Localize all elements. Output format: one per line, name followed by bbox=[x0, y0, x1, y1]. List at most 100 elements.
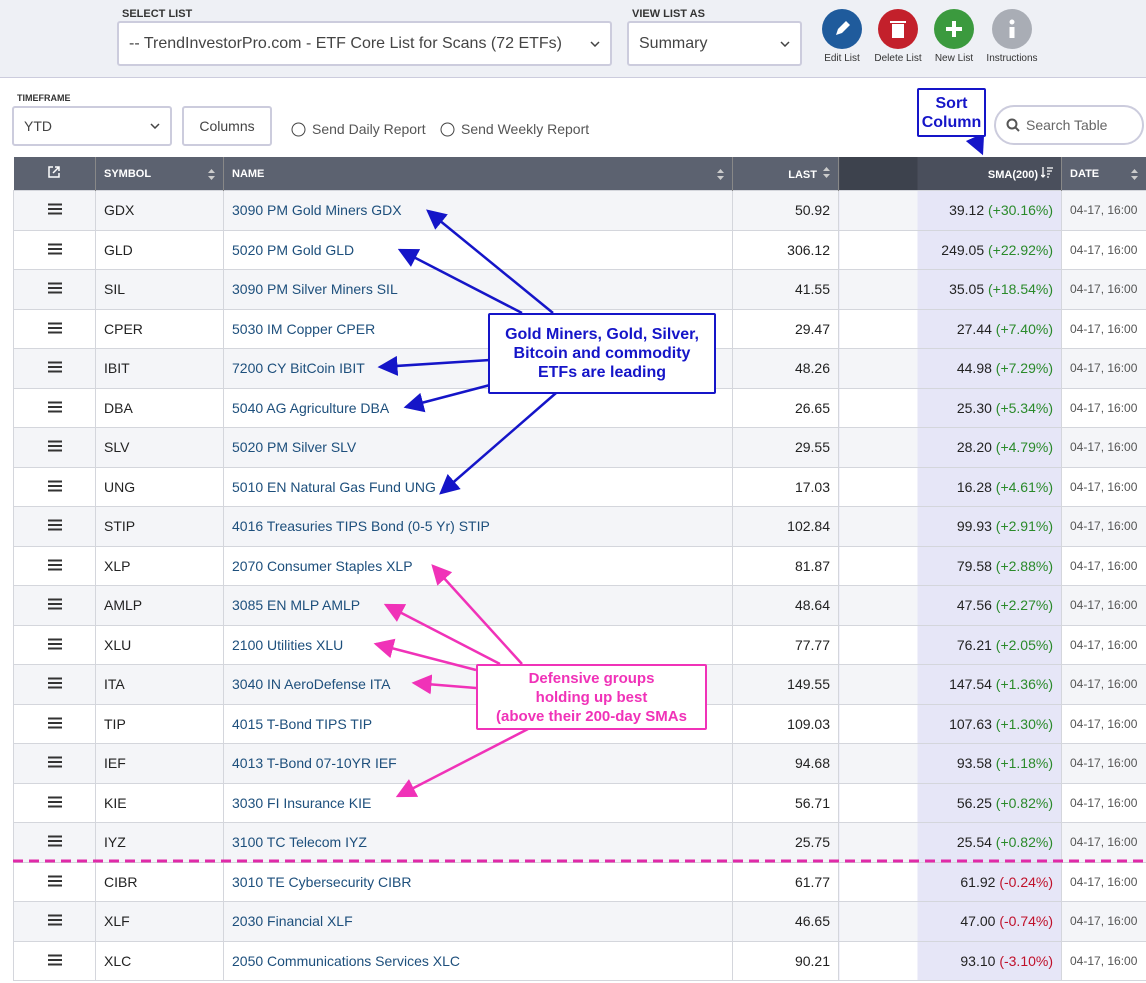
name-link[interactable]: 3100 TC Telecom IYZ bbox=[232, 834, 367, 851]
sma-value: 16.28 bbox=[956, 478, 992, 495]
date: 04-17, 16:00 bbox=[1061, 427, 1146, 468]
edit-list-button[interactable]: Edit List bbox=[817, 9, 867, 64]
row-menu[interactable] bbox=[13, 822, 96, 863]
sma-value: 47.00 bbox=[960, 913, 996, 930]
date: 04-17, 16:00 bbox=[1061, 190, 1146, 231]
name-link[interactable]: 5020 PM Gold GLD bbox=[232, 241, 355, 258]
row-menu[interactable] bbox=[13, 308, 96, 349]
timeframe-value: YTD bbox=[24, 118, 52, 134]
name-link[interactable]: 3090 PM Silver Miners SIL bbox=[232, 281, 398, 298]
row-menu[interactable] bbox=[13, 703, 96, 744]
date: 04-17, 16:00 bbox=[1061, 506, 1146, 547]
weekly-report-radio[interactable]: Send Weekly Report bbox=[440, 121, 589, 137]
row-menu[interactable] bbox=[13, 387, 96, 428]
name-link[interactable]: 2070 Consumer Staples XLP bbox=[232, 557, 413, 574]
button-label: Delete List bbox=[874, 53, 922, 64]
view-select[interactable]: Summary bbox=[627, 21, 802, 66]
column-header[interactable]: SYMBOL bbox=[95, 157, 224, 191]
column-header[interactable]: LAST bbox=[732, 157, 839, 191]
name-link[interactable]: 3090 PM Gold Miners GDX bbox=[232, 202, 402, 219]
sma-value: 25.54 bbox=[956, 834, 992, 851]
sma-pct: (+18.54%) bbox=[988, 281, 1053, 298]
column-header[interactable]: NAME bbox=[223, 157, 733, 191]
row-menu[interactable] bbox=[13, 348, 96, 389]
name-link[interactable]: 2030 Financial XLF bbox=[232, 913, 353, 930]
date: 04-17, 16:00 bbox=[1061, 308, 1146, 349]
name-link[interactable]: 3040 IN AeroDefense ITA bbox=[232, 676, 391, 693]
sma-cell: 99.93 (+2.91%) bbox=[838, 506, 1062, 547]
row-menu[interactable] bbox=[13, 782, 96, 823]
name-link[interactable]: 5030 IM Copper CPER bbox=[232, 320, 376, 337]
row-menu[interactable] bbox=[13, 664, 96, 705]
sma-pct: (+2.27%) bbox=[995, 597, 1053, 614]
sma-pct: (+30.16%) bbox=[988, 202, 1053, 219]
name-link[interactable]: 4016 Treasuries TIPS Bond (0-5 Yr) STIP bbox=[232, 518, 490, 535]
name-link[interactable]: 3010 TE Cybersecurity CIBR bbox=[232, 873, 412, 890]
name-cell: 3085 EN MLP AMLP bbox=[223, 585, 733, 626]
data-table: SYMBOL NAME LAST SMA(200) DATE GDX 3090 PM Go… bbox=[13, 157, 1146, 981]
name-link[interactable]: 5020 PM Silver SLV bbox=[232, 439, 357, 456]
name-cell: 3090 PM Silver Miners SIL bbox=[223, 269, 733, 310]
symbol: XLC bbox=[95, 940, 224, 981]
new-list-button[interactable]: New List bbox=[929, 9, 979, 64]
row-menu[interactable] bbox=[13, 506, 96, 547]
name-link[interactable]: 4015 T-Bond TIPS TIP bbox=[232, 715, 373, 732]
search-box[interactable]: Search Table bbox=[994, 105, 1144, 145]
last: 29.47 bbox=[732, 308, 839, 349]
symbol: IBIT bbox=[95, 348, 224, 389]
row-menu[interactable] bbox=[13, 466, 96, 507]
date: 04-17, 16:00 bbox=[1061, 624, 1146, 665]
last: 77.77 bbox=[732, 624, 839, 665]
button-label: Instructions bbox=[986, 53, 1038, 64]
last: 306.12 bbox=[732, 229, 839, 270]
column-header[interactable]: DATE bbox=[1061, 157, 1146, 191]
row-menu[interactable] bbox=[13, 427, 96, 468]
name-cell: 3010 TE Cybersecurity CIBR bbox=[223, 861, 733, 902]
search-placeholder: Search Table bbox=[1026, 117, 1108, 133]
row-menu[interactable] bbox=[13, 861, 96, 902]
date: 04-17, 16:00 bbox=[1061, 822, 1146, 863]
name-link[interactable]: 2050 Communications Services XLC bbox=[232, 952, 460, 969]
row-menu[interactable] bbox=[13, 190, 96, 231]
row-menu[interactable] bbox=[13, 743, 96, 784]
instructions-button[interactable]: Instructions bbox=[982, 9, 1042, 64]
select-list[interactable]: -- TrendInvestorPro.com - ETF Core List … bbox=[117, 21, 612, 66]
table-row: SLV 5020 PM Silver SLV 29.55 28.20 (+4.79%)… bbox=[13, 427, 1146, 468]
sma-cell: 249.05 (+22.92%) bbox=[838, 229, 1062, 270]
row-menu[interactable] bbox=[13, 229, 96, 270]
popout-header[interactable] bbox=[13, 157, 96, 191]
daily-report-label: Send Daily Report bbox=[312, 121, 426, 137]
columns-button[interactable]: Columns bbox=[182, 106, 272, 146]
name-link[interactable]: 7200 CY BitCoin IBIT bbox=[232, 360, 365, 377]
name-link[interactable]: 4013 T-Bond 07-10YR IEF bbox=[232, 755, 397, 772]
column-header-label: SYMBOL bbox=[104, 167, 152, 180]
timeframe-select[interactable]: YTD bbox=[12, 106, 172, 146]
row-menu[interactable] bbox=[13, 940, 96, 981]
select-list-value: -- TrendInvestorPro.com - ETF Core List … bbox=[129, 34, 562, 52]
sma-value: 35.05 bbox=[949, 281, 985, 298]
row-menu[interactable] bbox=[13, 901, 96, 942]
column-header[interactable]: SMA(200) bbox=[838, 157, 1062, 191]
name-link[interactable]: 3030 FI Insurance KIE bbox=[232, 794, 372, 811]
name-link[interactable]: 2100 Utilities XLU bbox=[232, 636, 344, 653]
sma-value: 93.10 bbox=[960, 952, 996, 969]
name-link[interactable]: 5010 EN Natural Gas Fund UNG bbox=[232, 478, 436, 495]
row-menu[interactable] bbox=[13, 585, 96, 626]
delete-list-button[interactable]: Delete List bbox=[870, 9, 926, 64]
symbol: GDX bbox=[95, 190, 224, 231]
sma-cell: 27.44 (+7.40%) bbox=[838, 308, 1062, 349]
sma-pct: (+4.79%) bbox=[995, 439, 1053, 456]
sma-pct: (+1.18%) bbox=[995, 755, 1053, 772]
column-header-label: LAST bbox=[788, 169, 817, 181]
note-line: Column bbox=[921, 113, 982, 131]
name-link[interactable]: 5040 AG Agriculture DBA bbox=[232, 399, 390, 416]
symbol: UNG bbox=[95, 466, 224, 507]
last: 149.55 bbox=[732, 664, 839, 705]
row-menu[interactable] bbox=[13, 624, 96, 665]
table-row: CIBR 3010 TE Cybersecurity CIBR 61.77 61.92… bbox=[13, 861, 1146, 902]
row-menu[interactable] bbox=[13, 269, 96, 310]
daily-report-radio[interactable]: Send Daily Report bbox=[291, 121, 426, 137]
note-line: holding up best bbox=[535, 688, 648, 706]
name-link[interactable]: 3085 EN MLP AMLP bbox=[232, 597, 361, 614]
row-menu[interactable] bbox=[13, 545, 96, 586]
